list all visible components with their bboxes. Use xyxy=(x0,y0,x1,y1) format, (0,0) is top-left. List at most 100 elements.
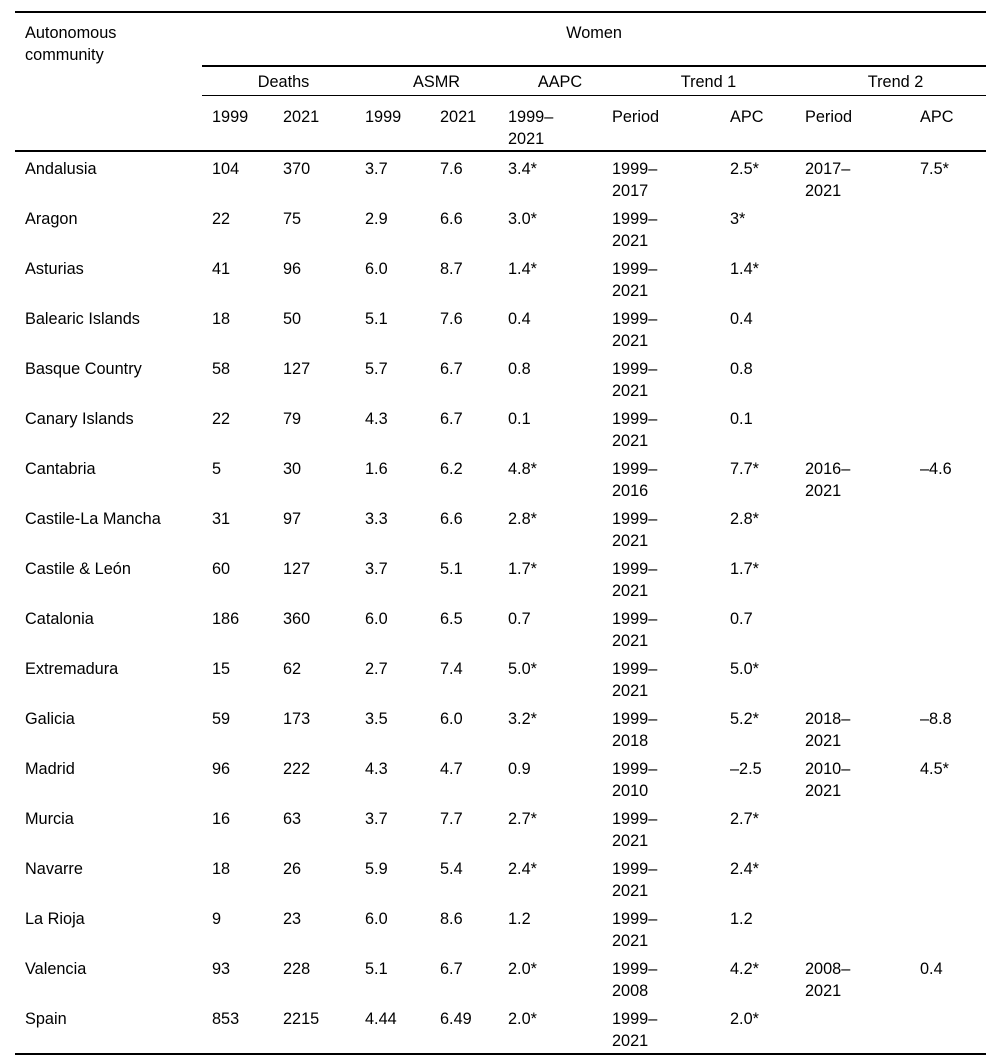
data-cell: 0.9 xyxy=(508,759,531,778)
data-cell: 96 xyxy=(283,259,302,278)
data-cell: 8.7 xyxy=(440,259,463,278)
data-cell: 0.1 xyxy=(508,409,531,428)
data-cell: 1999– 2016 xyxy=(612,459,658,500)
data-cell: 2.7* xyxy=(730,809,759,828)
community-name: Andalusia xyxy=(25,159,97,178)
data-cell xyxy=(805,402,920,452)
table-row: Asturias 41 96 6.0 8.7 1.4* 1999– 2021 1.4* xyxy=(15,252,986,302)
community-name: Murcia xyxy=(25,809,74,828)
table-row: Navarre 18 26 5.9 5.4 2.4* 1999– 2021 2.4* xyxy=(15,852,986,902)
data-cell: 6.0 xyxy=(365,609,388,628)
data-cell xyxy=(805,252,920,302)
data-cell xyxy=(805,502,920,552)
data-cell: 59 xyxy=(212,709,231,728)
data-cell: 4.8* xyxy=(508,459,537,478)
data-cell: 4.3 xyxy=(365,409,388,428)
data-cell: 7.4 xyxy=(440,659,463,678)
data-cell xyxy=(805,602,920,652)
data-cell: 6.0 xyxy=(440,709,463,728)
data-cell xyxy=(920,602,986,652)
data-cell: 23 xyxy=(283,909,302,928)
data-cell: 79 xyxy=(283,409,302,428)
data-cell: 4.7 xyxy=(440,759,463,778)
data-cell xyxy=(920,502,986,552)
community-name: Cantabria xyxy=(25,459,96,478)
table-row: Canary Islands 22 79 4.3 6.7 0.1 1999– 2021 0.1 xyxy=(15,402,986,452)
data-cell: 173 xyxy=(283,709,311,728)
table-header: Autonomous community Women Deaths ASMR AA… xyxy=(15,12,987,152)
data-cell xyxy=(920,202,986,252)
community-name: Aragon xyxy=(25,209,78,228)
community-name: Balearic Islands xyxy=(25,309,140,328)
data-cell: 5.7 xyxy=(365,359,388,378)
community-name: Extremadura xyxy=(25,659,119,678)
data-cell xyxy=(920,852,986,902)
community-name: Castile & León xyxy=(25,559,131,578)
corner-header-autonomous-community: Autonomous community xyxy=(15,12,202,152)
community-name: Valencia xyxy=(25,959,87,978)
data-cell: 228 xyxy=(283,959,311,978)
table-row: Balearic Islands 18 50 5.1 7.6 0.4 1999– 2021 0.… xyxy=(15,302,986,352)
data-cell: 360 xyxy=(283,609,311,628)
data-cell: 2.7 xyxy=(365,659,388,678)
data-cell: 18 xyxy=(212,309,231,328)
data-cell: 3.0* xyxy=(508,209,537,228)
data-cell: 104 xyxy=(212,159,240,178)
col-header-asmr-2021: 2021 xyxy=(440,95,508,152)
group-header-aapc: AAPC xyxy=(508,66,612,96)
data-cell: –2.5 xyxy=(730,759,762,778)
data-cell: 96 xyxy=(212,759,231,778)
data-cell: 16 xyxy=(212,809,231,828)
community-name: Asturias xyxy=(25,259,84,278)
group-header-trend-1: Trend 1 xyxy=(612,66,805,96)
data-cell: 1999– 2021 xyxy=(612,359,658,400)
data-cell: 4.5* xyxy=(920,759,949,778)
data-cell: 5.2* xyxy=(730,709,759,728)
data-cell: 1999– 2018 xyxy=(612,709,658,750)
data-cell: 2018– 2021 xyxy=(805,709,851,750)
data-cell: 30 xyxy=(283,459,302,478)
data-cell: 2.5* xyxy=(730,159,759,178)
table-row: Murcia 16 63 3.7 7.7 2.7* 1999– 2021 2.7* xyxy=(15,802,986,852)
col-header-trend1-period: Period xyxy=(612,95,730,152)
table-row: Castile & León 60 127 3.7 5.1 1.7* 1999– 2021 1.… xyxy=(15,552,986,602)
data-cell: 3.2* xyxy=(508,709,537,728)
data-cell: 6.0 xyxy=(365,259,388,278)
data-cell: 1999– 2010 xyxy=(612,759,658,800)
community-name: Galicia xyxy=(25,709,75,728)
table-row: Extremadura 15 62 2.7 7.4 5.0* 1999– 2021 5.0* xyxy=(15,652,986,702)
data-cell: 5 xyxy=(212,459,222,478)
data-cell: 1.7* xyxy=(508,559,537,578)
data-cell: 2.4* xyxy=(508,859,537,878)
col-header-deaths-1999: 1999 xyxy=(202,95,283,152)
data-cell: 1.2 xyxy=(508,909,531,928)
data-cell: 0.7 xyxy=(508,609,531,628)
data-cell: 4.2* xyxy=(730,959,759,978)
data-cell: 2016– 2021 xyxy=(805,459,851,500)
data-cell: 0.4 xyxy=(920,959,943,978)
data-cell: 6.7 xyxy=(440,959,463,978)
col-header-trend2-apc: APC xyxy=(920,95,987,152)
data-cell: 6.2 xyxy=(440,459,463,478)
data-cell: 3.5 xyxy=(365,709,388,728)
group-header-asmr: ASMR xyxy=(365,66,508,96)
data-cell xyxy=(805,202,920,252)
data-cell: 1999– 2021 xyxy=(612,609,658,650)
table-row: Aragon 22 75 2.9 6.6 3.0* 1999– 2021 3* xyxy=(15,202,986,252)
data-cell xyxy=(920,902,986,952)
data-cell xyxy=(920,352,986,402)
data-cell xyxy=(920,252,986,302)
data-cell: 1999– 2021 xyxy=(612,909,658,950)
col-header-trend1-apc: APC xyxy=(730,95,805,152)
community-name: La Rioja xyxy=(25,909,85,928)
data-cell: 6.7 xyxy=(440,409,463,428)
data-cell: –4.6 xyxy=(920,459,952,478)
data-cell: 2215 xyxy=(283,1009,320,1028)
data-cell: 1999– 2021 xyxy=(612,209,658,250)
data-cell: 1999– 2021 xyxy=(612,509,658,550)
data-cell: 1.4* xyxy=(508,259,537,278)
table-row: Castile-La Mancha 31 97 3.3 6.6 2.8* 1999– 2021… xyxy=(15,502,986,552)
data-cell: 62 xyxy=(283,659,302,678)
table-row: La Rioja 9 23 6.0 8.6 1.2 1999– 2021 1.2 xyxy=(15,902,986,952)
